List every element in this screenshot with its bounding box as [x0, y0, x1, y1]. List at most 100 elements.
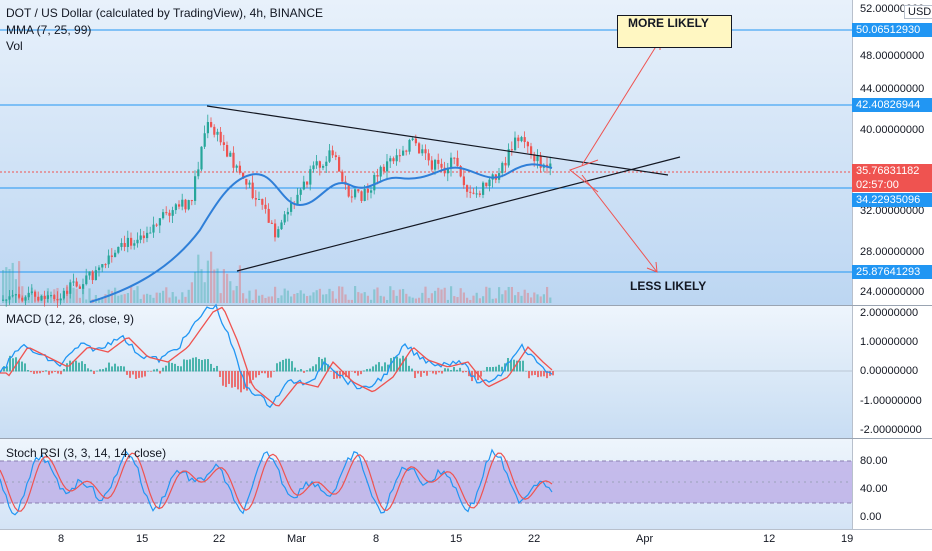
volume-bar [213, 269, 216, 303]
volume-bar [264, 297, 267, 303]
macd-hist-bar [3, 366, 5, 372]
price-tag-resistance[interactable]: 42.40826944 [852, 98, 932, 112]
macd-hist-bar [465, 371, 467, 373]
volume-bar [488, 287, 491, 303]
macd-hist-bar [18, 360, 20, 372]
candle-body [357, 189, 360, 192]
volume-bar [174, 296, 177, 303]
projection-arrows[interactable] [568, 39, 661, 273]
macd-hist-bar [147, 370, 149, 372]
up-arrow-line [581, 39, 661, 166]
candle-body [40, 295, 43, 301]
volume-bar [200, 269, 203, 303]
volume-bar [530, 297, 533, 303]
price-tag-support[interactable]: 34.22935096 [852, 193, 932, 207]
candle-body [392, 158, 395, 162]
candle-body [190, 200, 193, 202]
candle-body [350, 196, 353, 198]
macd-hist-bar [129, 371, 131, 378]
candle-body [286, 211, 289, 215]
macd-hist-bar [384, 362, 386, 372]
candle-body [187, 200, 190, 210]
macd-hist-bar [480, 371, 482, 377]
candle-body [264, 204, 267, 209]
volume-bar [133, 290, 136, 303]
macd-hist-bar [273, 371, 275, 372]
candle-body [376, 175, 379, 177]
volume-bar [120, 294, 123, 303]
candle-body [466, 185, 469, 192]
macd-hist-bar [333, 371, 335, 380]
volume-bar [440, 289, 443, 303]
time-tick: 8 [58, 533, 65, 545]
volume-bar [309, 295, 312, 303]
volume-bar [210, 251, 213, 303]
more-likely-box[interactable] [617, 15, 732, 48]
macd-hist-bar [66, 363, 68, 372]
macd-hist-bar [108, 362, 110, 372]
candle-body [2, 299, 5, 301]
macd-hist-bar [153, 369, 155, 372]
macd-hist-bar [507, 358, 509, 372]
volume-bar [536, 294, 539, 303]
triangle-lower-trendline[interactable] [236, 156, 681, 272]
macd-hist-bar [501, 366, 503, 372]
price-tag-current[interactable]: 35.76831182 [852, 164, 932, 178]
candle-body [66, 290, 69, 294]
candle-body [514, 137, 517, 151]
candle-body [117, 246, 120, 253]
candle-body [14, 294, 17, 296]
triangle-upper-trendline[interactable] [206, 105, 669, 176]
macd-hist-bar [162, 367, 164, 372]
candle-body [11, 295, 14, 297]
volume-bar [165, 287, 168, 303]
macd-legend[interactable]: MACD (12, 26, close, 9) [6, 312, 135, 326]
volume-bar [542, 294, 545, 303]
macd-hist-bar [156, 368, 158, 372]
volume-bar [258, 295, 261, 303]
currency-label[interactable]: USD [904, 5, 932, 19]
candle-body [354, 189, 357, 198]
macd-hist-bar [360, 371, 362, 375]
price-tag-lower-target[interactable]: 25.87641293 [852, 265, 932, 279]
volume-bar [290, 296, 293, 303]
macd-hist-bar [522, 360, 524, 372]
macd-hist-bar [198, 358, 200, 372]
volume-bar [248, 290, 251, 303]
volume-bar [418, 297, 421, 303]
time-axis[interactable] [0, 529, 932, 551]
volume-bar [226, 273, 229, 303]
chart-title[interactable]: DOT / US Dollar (calculated by TradingVi… [6, 6, 324, 20]
macd-hist-bar [402, 355, 404, 372]
candle-body [485, 182, 488, 187]
candle-body [437, 159, 440, 164]
macd-hist-bar [135, 371, 137, 379]
less-likely-label: LESS LIKELY [630, 279, 707, 293]
candle-body [405, 150, 408, 152]
candle-body [386, 161, 389, 172]
more-likely-label: MORE LIKELY [628, 16, 709, 30]
vol-legend[interactable]: Vol [6, 39, 23, 53]
volume-bar [85, 299, 88, 303]
macd-hist-bar [462, 371, 464, 373]
price-tag-upper-target[interactable]: 50.06512930 [852, 23, 932, 37]
candle-body [98, 267, 101, 271]
candle-body [59, 298, 62, 301]
candle-body [94, 270, 97, 281]
macd-hist-bar [312, 366, 314, 372]
stoch-tick: 80.00 [860, 455, 888, 467]
candle-body [21, 297, 24, 301]
candle-body [261, 198, 264, 205]
volume-bar [190, 282, 193, 303]
macd-hist-bar [315, 364, 317, 372]
candle-body [56, 298, 59, 301]
stoch-d-line [0, 452, 553, 512]
stoch-legend[interactable]: Stoch RSI (3, 3, 14, 14, close) [6, 446, 167, 460]
stoch-tick: 40.00 [860, 483, 888, 495]
price-axis[interactable] [852, 0, 932, 529]
down-arrow-line [581, 174, 658, 273]
candle-body [194, 176, 197, 201]
candle-body [334, 155, 337, 158]
candle-body [5, 299, 8, 301]
mma-legend[interactable]: MMA (7, 25, 99) [6, 23, 92, 37]
